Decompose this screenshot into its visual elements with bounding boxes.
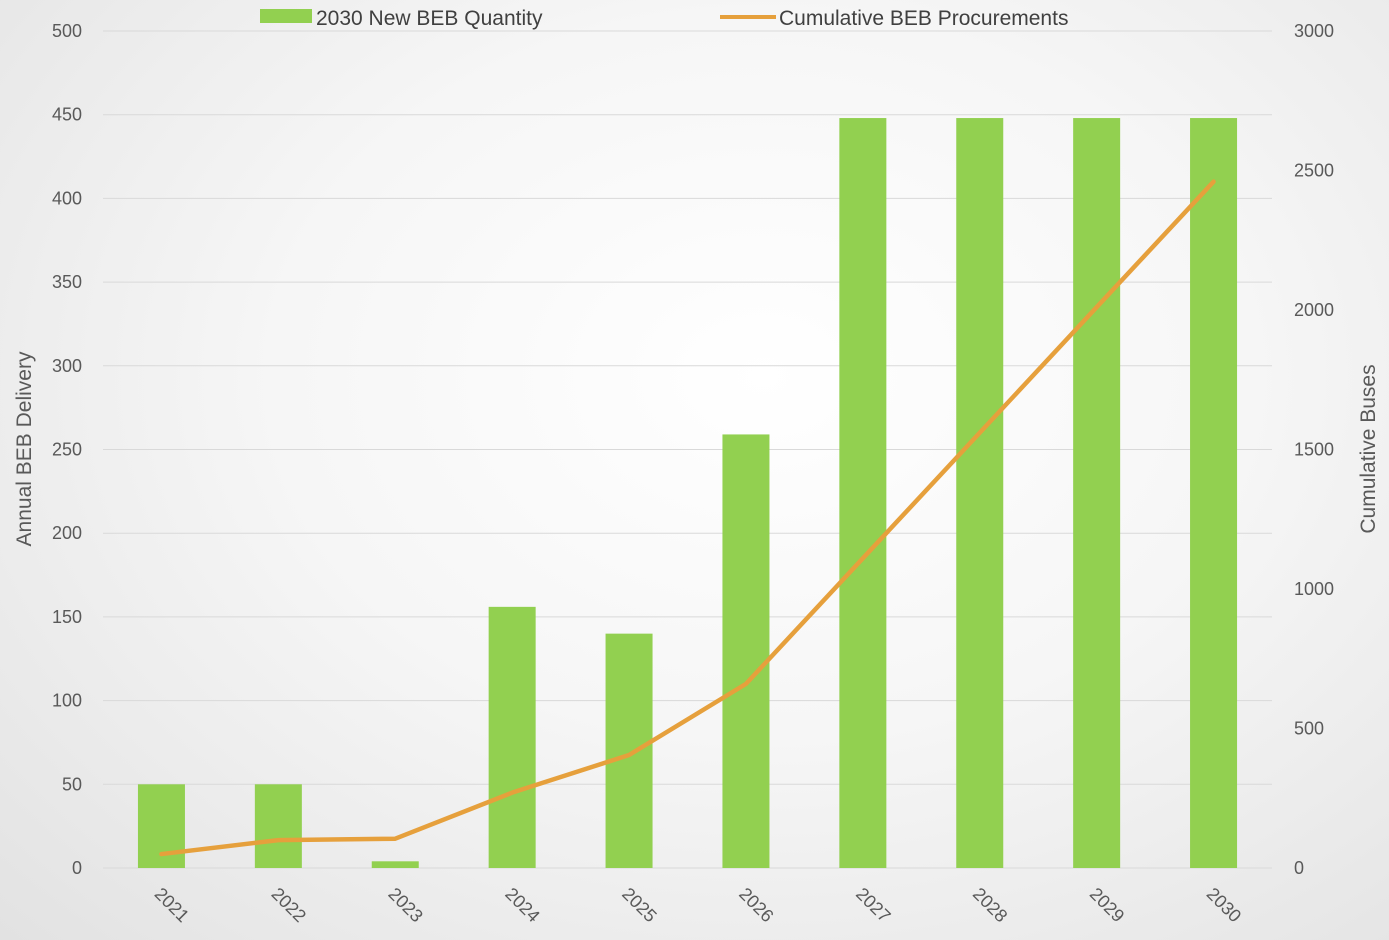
y-tick-label: 200 bbox=[52, 523, 82, 543]
bar-series bbox=[137, 118, 1238, 869]
bar bbox=[1190, 118, 1238, 869]
y2-tick-label: 1500 bbox=[1294, 440, 1334, 460]
y2-tick-label: 500 bbox=[1294, 719, 1324, 739]
y2-tick-label: 1000 bbox=[1294, 579, 1334, 599]
bar bbox=[254, 784, 302, 868]
x-tick-label: 2022 bbox=[268, 884, 310, 926]
y-tick-label: 0 bbox=[72, 858, 82, 878]
y-tick-label: 150 bbox=[52, 607, 82, 627]
right-axis-ticks: 0 500 1000 1500 2000 2500 3000 bbox=[1294, 21, 1334, 878]
legend-bar-swatch bbox=[260, 9, 312, 23]
y-tick-label: 300 bbox=[52, 356, 82, 376]
bar bbox=[722, 434, 770, 868]
bar bbox=[839, 118, 887, 869]
legend: 2030 New BEB Quantity Cumulative BEB Pro… bbox=[260, 7, 1068, 30]
y-tick-label: 350 bbox=[52, 272, 82, 292]
x-tick-label: 2023 bbox=[384, 884, 426, 926]
x-tick-label: 2028 bbox=[969, 884, 1011, 926]
y-tick-label: 500 bbox=[52, 21, 82, 41]
x-axis-ticks: 2021 2022 2023 2024 2025 2026 2027 2028 2029 2030 bbox=[151, 884, 1246, 926]
x-tick-label: 2030 bbox=[1203, 884, 1245, 926]
bar bbox=[371, 861, 419, 868]
left-axis-ticks: 0 50 100 150 200 250 300 350 400 450 500 bbox=[52, 21, 82, 878]
x-tick-label: 2027 bbox=[852, 884, 894, 926]
x-tick-label: 2025 bbox=[618, 884, 660, 926]
bar bbox=[956, 118, 1004, 869]
y2-tick-label: 0 bbox=[1294, 858, 1304, 878]
x-tick-label: 2024 bbox=[501, 884, 543, 926]
y2-tick-label: 2000 bbox=[1294, 300, 1334, 320]
y-tick-label: 400 bbox=[52, 188, 82, 208]
x-tick-label: 2026 bbox=[735, 884, 777, 926]
y-tick-label: 50 bbox=[62, 774, 82, 794]
bar bbox=[488, 606, 536, 868]
y2-tick-label: 3000 bbox=[1294, 21, 1334, 41]
legend-line-label: Cumulative BEB Procurements bbox=[779, 7, 1068, 30]
y-tick-label: 100 bbox=[52, 691, 82, 711]
bar bbox=[605, 633, 653, 868]
y-tick-label: 250 bbox=[52, 440, 82, 460]
line-series bbox=[159, 179, 1216, 857]
y-axis-title: Annual BEB Delivery bbox=[13, 351, 36, 546]
y2-tick-label: 2500 bbox=[1294, 161, 1334, 181]
x-tick-label: 2029 bbox=[1086, 884, 1128, 926]
legend-bar-label: 2030 New BEB Quantity bbox=[316, 7, 543, 30]
y-tick-label: 450 bbox=[52, 105, 82, 125]
x-tick-label: 2021 bbox=[151, 884, 193, 926]
cumulative-line bbox=[159, 179, 1216, 857]
bar bbox=[1073, 118, 1121, 869]
y2-axis-title: Cumulative Buses bbox=[1357, 364, 1380, 533]
